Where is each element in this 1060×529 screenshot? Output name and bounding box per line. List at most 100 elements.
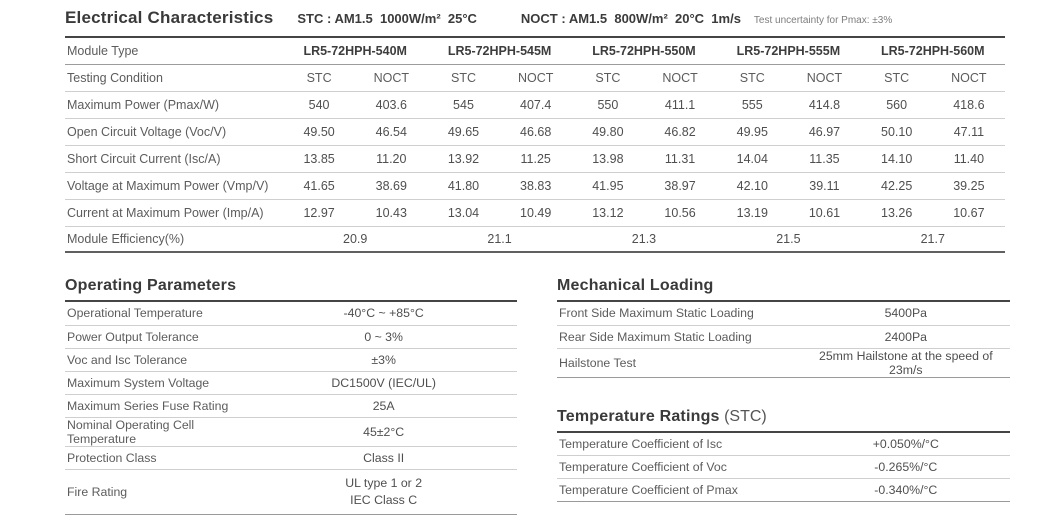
cell: 407.4 <box>499 91 572 119</box>
mechanical-loading-table: Front Side Maximum Static Loading 5400Pa… <box>557 302 1010 378</box>
module-name: LR5-72HPH-550M <box>571 37 717 65</box>
cell: 418.6 <box>932 91 1005 119</box>
cell: 46.54 <box>355 118 428 146</box>
cell: 38.83 <box>499 172 572 200</box>
table-row: Temperature Coefficient of Isc +0.050%/°… <box>557 432 1010 456</box>
cell: 13.98 <box>571 145 644 173</box>
param-label: Temperature Coefficient of Isc <box>557 432 802 456</box>
table-row: Nominal Operating Cell Temperature 45±2°… <box>65 417 517 447</box>
cell: 50.10 <box>860 118 933 146</box>
cell: 49.65 <box>427 118 500 146</box>
table-row: Hailstone Test 25mm Hailstone at the spe… <box>557 348 1010 378</box>
section-title-temperature: Temperature Ratings <box>557 407 720 425</box>
param-label: Temperature Coefficient of Pmax <box>557 478 802 502</box>
cell: 545 <box>427 91 500 119</box>
cell: 41.65 <box>283 172 356 200</box>
cell: 414.8 <box>788 91 861 119</box>
cell: 46.68 <box>499 118 572 146</box>
cell: 11.20 <box>355 145 428 173</box>
table-row: Protection Class Class II <box>65 446 517 470</box>
cell: 42.10 <box>716 172 789 200</box>
cell: 14.04 <box>716 145 789 173</box>
cell: 21.3 <box>571 226 717 253</box>
operating-parameters-section: Operating Parameters Operational Tempera… <box>65 277 517 515</box>
row-label: Voltage at Maximum Power (Vmp/V) <box>65 172 283 200</box>
cell: 21.5 <box>716 226 861 253</box>
table-row-imp: Current at Maximum Power (Imp/A) 12.97 1… <box>65 199 1005 227</box>
cell: 13.85 <box>283 145 356 173</box>
param-value: Class II <box>250 446 517 470</box>
param-label: Rear Side Maximum Static Loading <box>557 325 802 349</box>
testing-condition-row: Testing Condition STC NOCT STC NOCT STC … <box>65 64 1005 92</box>
right-column: Mechanical Loading Front Side Maximum St… <box>557 277 1010 515</box>
param-value: 5400Pa <box>801 302 1010 326</box>
cell: 11.40 <box>932 145 1005 173</box>
param-value: 2400Pa <box>801 325 1010 349</box>
temperature-ratings-section: Temperature Ratings (STC) Temperature Co… <box>557 408 1010 502</box>
col-header-stc: STC <box>571 64 644 92</box>
table-row: Front Side Maximum Static Loading 5400Pa <box>557 302 1010 326</box>
table-row-isc: Short Circuit Current (Isc/A) 13.85 11.2… <box>65 145 1005 173</box>
cell: 560 <box>860 91 933 119</box>
stc-test-condition: STC : AM1.5 1000W/m² 25°C <box>297 11 477 26</box>
section-title-electrical: Electrical Characteristics <box>65 8 274 27</box>
table-row-voc: Open Circuit Voltage (Voc/V) 49.50 46.54… <box>65 118 1005 146</box>
col-header-stc: STC <box>860 64 933 92</box>
param-label: Hailstone Test <box>557 348 802 378</box>
param-value: -0.340%/°C <box>801 478 1010 502</box>
cell: 13.92 <box>427 145 500 173</box>
param-value: -40°C ~ +85°C <box>250 302 517 326</box>
row-label: Current at Maximum Power (Imp/A) <box>65 199 283 227</box>
temperature-ratings-header: Temperature Ratings (STC) <box>557 408 1010 433</box>
param-value: -0.265%/°C <box>801 455 1010 479</box>
table-row: Operational Temperature -40°C ~ +85°C <box>65 302 517 326</box>
row-label: Module Efficiency(%) <box>65 226 283 253</box>
param-label: Operational Temperature <box>65 302 251 326</box>
table-row: Rear Side Maximum Static Loading 2400Pa <box>557 325 1010 349</box>
cell: 411.1 <box>643 91 717 119</box>
col-header-noct: NOCT <box>788 64 861 92</box>
table-row: Power Output Tolerance 0 ~ 3% <box>65 325 517 349</box>
cell: 20.9 <box>283 226 428 253</box>
param-label: Maximum System Voltage <box>65 371 251 395</box>
table-row-max-power: Maximum Power (Pmax/W) 540 403.6 545 407… <box>65 91 1005 119</box>
param-value: +0.050%/°C <box>801 432 1010 456</box>
fire-rating-line-2: IEC Class C <box>350 492 418 507</box>
param-value: 0 ~ 3% <box>250 325 517 349</box>
cell: 41.80 <box>427 172 500 200</box>
module-name: LR5-72HPH-545M <box>427 37 572 65</box>
section-title-mechanical: Mechanical Loading <box>557 277 714 294</box>
table-row: Maximum Series Fuse Rating 25A <box>65 394 517 418</box>
param-label: Fire Rating <box>65 469 251 515</box>
test-uncertainty-note: Test uncertainty for Pmax: ±3% <box>753 15 893 26</box>
fire-rating-line-1: UL type 1 or 2 <box>345 475 423 490</box>
table-row: Temperature Coefficient of Pmax -0.340%/… <box>557 478 1010 502</box>
cell: 555 <box>716 91 789 119</box>
temperature-ratings-table: Temperature Coefficient of Isc +0.050%/°… <box>557 432 1010 502</box>
cell: 14.10 <box>860 145 933 173</box>
param-label: Front Side Maximum Static Loading <box>557 302 802 326</box>
row-label: Open Circuit Voltage (Voc/V) <box>65 118 283 146</box>
cell: 10.61 <box>788 199 861 227</box>
cell: 46.82 <box>643 118 717 146</box>
col-header-noct: NOCT <box>355 64 428 92</box>
cell: 13.26 <box>860 199 933 227</box>
col-header-stc: STC <box>427 64 500 92</box>
table-row: Voc and Isc Tolerance ±3% <box>65 348 517 372</box>
col-header-noct: NOCT <box>499 64 572 92</box>
cell: 39.11 <box>788 172 861 200</box>
cell: 46.97 <box>788 118 861 146</box>
module-name: LR5-72HPH-560M <box>860 37 1005 65</box>
cell: 41.95 <box>571 172 644 200</box>
cell: 11.31 <box>643 145 717 173</box>
table-row: Temperature Coefficient of Voc -0.265%/°… <box>557 455 1010 479</box>
cell: 11.35 <box>788 145 861 173</box>
col-header-noct: NOCT <box>643 64 717 92</box>
param-value: UL type 1 or 2 IEC Class C <box>250 469 517 515</box>
param-value: 45±2°C <box>250 417 517 447</box>
cell: 550 <box>571 91 644 119</box>
cell: 11.25 <box>499 145 572 173</box>
cell: 42.25 <box>860 172 933 200</box>
operating-parameters-table: Operational Temperature -40°C ~ +85°C Po… <box>65 302 517 515</box>
